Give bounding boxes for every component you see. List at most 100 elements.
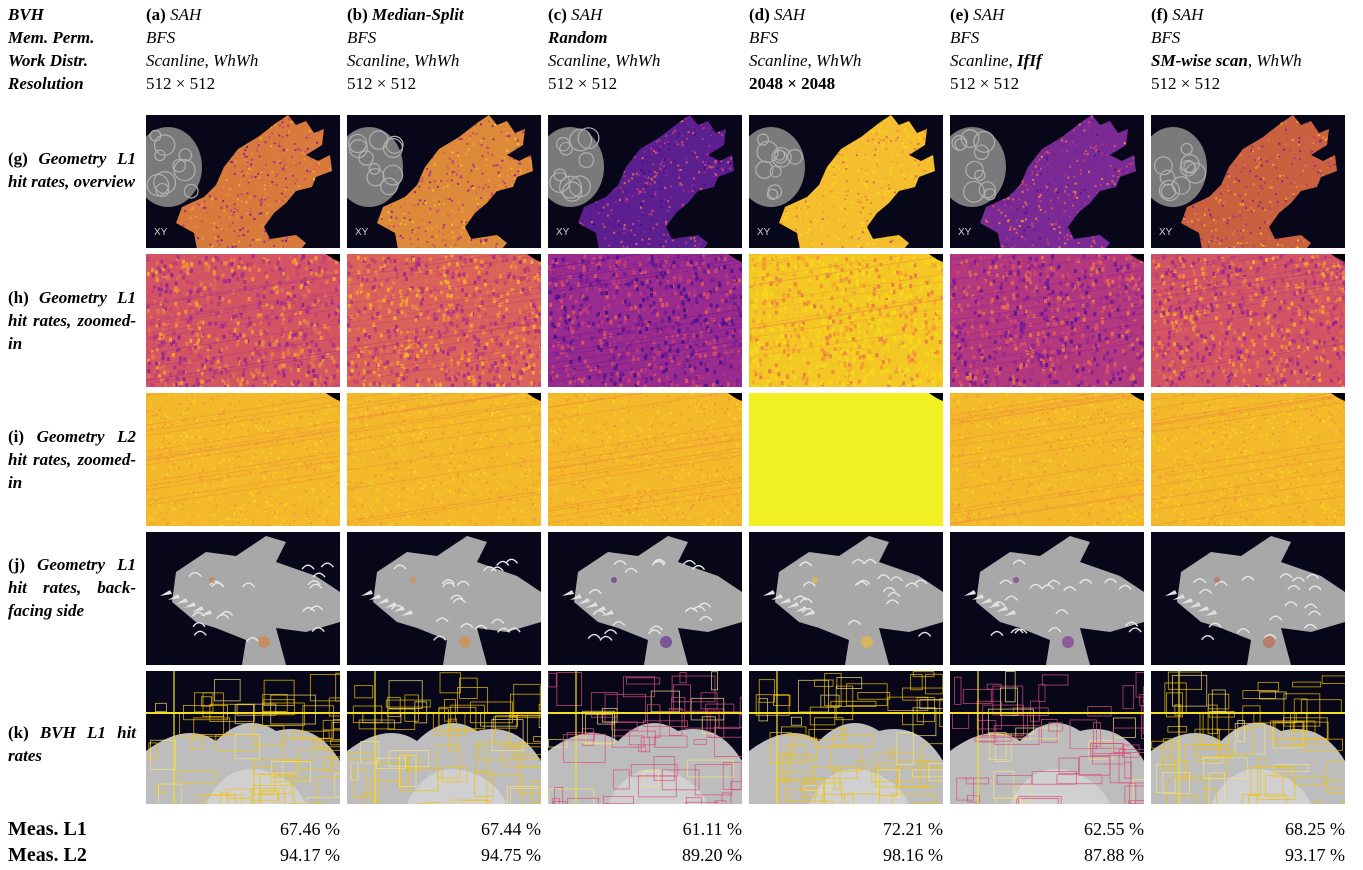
column-work-distr: SM-wise scan, WhWh bbox=[1151, 51, 1302, 70]
row-title: Geometry L1 hit rates, back-facing side bbox=[8, 554, 136, 620]
image-cell bbox=[146, 393, 340, 526]
column-mem-perm: Random bbox=[548, 28, 608, 47]
column-mem-perm: BFS bbox=[950, 28, 980, 47]
heatmap-render bbox=[1151, 671, 1345, 804]
heatmap-render: XY bbox=[1151, 115, 1345, 248]
heatmap-render bbox=[1151, 532, 1345, 665]
image-cell bbox=[146, 254, 340, 387]
measurement-value: 93.17 % bbox=[1285, 845, 1345, 865]
row-letter: (g) bbox=[8, 149, 28, 168]
column-work-distr: Scanline, WhWh bbox=[749, 51, 862, 70]
column-resolution: 512 × 512 bbox=[950, 74, 1020, 93]
column-bvh: Median-Split bbox=[372, 5, 464, 24]
column-mem-perm: BFS bbox=[749, 28, 779, 47]
image-cell: XY bbox=[1151, 115, 1345, 248]
image-cell bbox=[749, 254, 943, 387]
image-cell: XY bbox=[548, 115, 742, 248]
axis-text: XY bbox=[1159, 227, 1173, 238]
image-cell: XY bbox=[749, 115, 943, 248]
column-mem-perm: BFS bbox=[347, 28, 377, 47]
image-cell bbox=[950, 393, 1144, 526]
column-letter: (f) bbox=[1151, 5, 1168, 24]
heatmap-render bbox=[146, 393, 340, 526]
work-distr-a: Scanline bbox=[548, 51, 607, 70]
heatmap-render bbox=[347, 393, 541, 526]
row-title: BVH L1 hit rates bbox=[8, 723, 137, 765]
measurement-label: Meas. L1 bbox=[8, 818, 87, 840]
row-label: (h) Geometry L1 hit rates, zoomed-in bbox=[8, 286, 136, 355]
image-cell bbox=[548, 532, 742, 665]
column-header: (a) SAH BFS Scanline, WhWh 512 × 512 bbox=[146, 3, 346, 95]
column-header: (f) SAH BFS SM-wise scan, WhWh 512 × 512 bbox=[1151, 3, 1351, 95]
row-letter: (k) bbox=[8, 723, 29, 742]
column-bvh: SAH bbox=[571, 5, 603, 24]
heatmap-render bbox=[146, 671, 340, 804]
heatmap-render: XY bbox=[950, 115, 1144, 248]
column-letter: (e) bbox=[950, 5, 969, 24]
column-letter: (d) bbox=[749, 5, 770, 24]
heatmap-render: XY bbox=[749, 115, 943, 248]
column-header: (d) SAH BFS Scanline, WhWh 2048 × 2048 bbox=[749, 3, 949, 95]
column-header: (b) Median-Split BFS Scanline, WhWh 512 × 5… bbox=[347, 3, 547, 95]
heatmap-render bbox=[1151, 393, 1345, 526]
work-distr-b: WhWh bbox=[414, 51, 460, 70]
heatmap-render bbox=[749, 532, 943, 665]
column-bvh: SAH bbox=[170, 5, 202, 24]
measurement-label: Meas. L2 bbox=[8, 844, 87, 866]
measurement-value: 94.75 % bbox=[481, 845, 541, 865]
heatmap-render bbox=[749, 393, 943, 526]
image-cell bbox=[548, 254, 742, 387]
work-distr-b: WhWh bbox=[615, 51, 661, 70]
row-title: Geometry L1 hit rates, overview bbox=[8, 149, 136, 191]
image-cell: XY bbox=[347, 115, 541, 248]
column-work-distr: Scanline, WhWh bbox=[347, 51, 460, 70]
axis-text: XY bbox=[154, 227, 168, 238]
measurement-value: 89.20 % bbox=[682, 845, 742, 865]
work-distr-a: Scanline bbox=[950, 51, 1009, 70]
image-cell bbox=[749, 532, 943, 665]
row-letter: (j) bbox=[8, 554, 25, 574]
image-cell bbox=[950, 532, 1144, 665]
heatmap-render bbox=[347, 671, 541, 804]
column-resolution: 512 × 512 bbox=[548, 74, 618, 93]
row-title: Geometry L1 hit rates, zoomed-in bbox=[8, 288, 137, 353]
image-cell bbox=[347, 671, 541, 804]
work-distr-a: Scanline bbox=[146, 51, 205, 70]
heatmap-render bbox=[749, 254, 943, 387]
measurement-value: 67.46 % bbox=[280, 819, 340, 839]
axis-text: XY bbox=[556, 227, 570, 238]
work-distr-a: Scanline bbox=[347, 51, 406, 70]
row-label: (j) Geometry L1 hit rates, back-facing s… bbox=[8, 553, 136, 622]
image-cell: XY bbox=[146, 115, 340, 248]
row-letter: (i) bbox=[8, 427, 25, 446]
row-label: (i) Geometry L2 hit rates, zoomed-in bbox=[8, 425, 136, 494]
axis-text: XY bbox=[958, 227, 972, 238]
heatmap-render bbox=[347, 532, 541, 665]
heatmap-render bbox=[950, 532, 1144, 665]
row-letter: (h) bbox=[8, 288, 29, 307]
heatmap-render bbox=[548, 254, 742, 387]
column-letter: (a) bbox=[146, 5, 166, 24]
measurement-value: 98.16 % bbox=[883, 845, 943, 865]
heatmap-render: XY bbox=[347, 115, 541, 248]
image-cell bbox=[1151, 532, 1345, 665]
work-distr-b: WhWh bbox=[1256, 51, 1302, 70]
heatmap-render bbox=[1151, 254, 1345, 387]
measurement-value: 72.21 % bbox=[883, 819, 943, 839]
measurement-value: 94.17 % bbox=[280, 845, 340, 865]
row-label: (g) Geometry L1 hit rates, overview bbox=[8, 147, 136, 193]
image-cell bbox=[347, 532, 541, 665]
heatmap-render: XY bbox=[146, 115, 340, 248]
column-bvh: SAH bbox=[973, 5, 1005, 24]
heatmap-render bbox=[950, 393, 1144, 526]
column-mem-perm: BFS bbox=[1151, 28, 1181, 47]
column-mem-perm: BFS bbox=[146, 28, 176, 47]
column-work-distr: Scanline, WhWh bbox=[146, 51, 259, 70]
column-resolution: 2048 × 2048 bbox=[749, 74, 836, 93]
image-cell bbox=[347, 393, 541, 526]
header-label: BVH bbox=[8, 5, 44, 24]
image-cell bbox=[146, 532, 340, 665]
image-cell bbox=[950, 671, 1144, 804]
heatmap-render bbox=[548, 393, 742, 526]
image-cell: XY bbox=[950, 115, 1144, 248]
